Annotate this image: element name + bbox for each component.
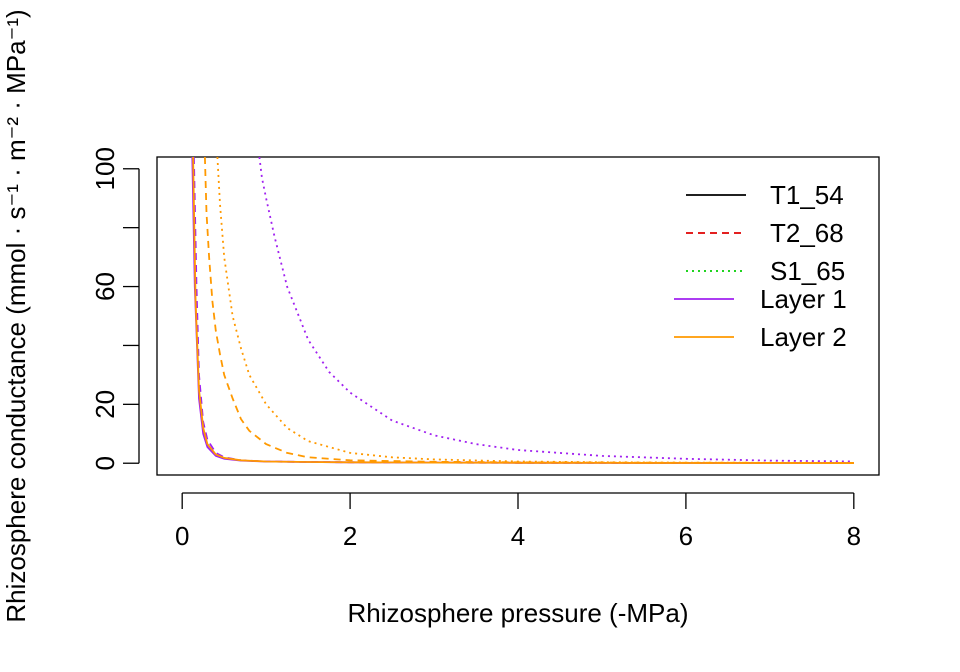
series-line-5 — [204, 157, 854, 464]
y-axis-label: Rhizosphere conductance (mmol · s⁻¹ · m⁻… — [1, 9, 31, 622]
y-tick-label: 60 — [90, 272, 120, 301]
x-axis-label: Rhizosphere pressure (-MPa) — [347, 598, 688, 628]
y-axis: 0 20 60 100 — [90, 147, 140, 470]
x-tick-label: 8 — [847, 521, 861, 551]
series-line-4 — [192, 157, 854, 464]
legend-label: T2_68 — [770, 218, 844, 248]
x-tick-label: 0 — [175, 521, 189, 551]
series-line-1 — [191, 157, 854, 464]
series-line-3 — [258, 157, 854, 463]
plot-box — [156, 156, 880, 476]
y-tick-label: 0 — [90, 456, 120, 470]
series-line-2 — [193, 157, 854, 464]
legend-label: Layer 2 — [760, 322, 847, 352]
x-tick-label: 2 — [343, 521, 357, 551]
legend-label: S1_65 — [770, 256, 845, 286]
x-tick-label: 6 — [679, 521, 693, 551]
series-line-6 — [216, 157, 854, 464]
legend-label: T1_54 — [770, 180, 844, 210]
series-layer — [191, 157, 854, 464]
x-tick-label: 4 — [511, 521, 525, 551]
x-axis: 0 2 4 6 8 — [175, 492, 861, 551]
y-tick-label: 20 — [90, 390, 120, 419]
legend-label: Layer 1 — [760, 284, 847, 314]
y-tick-label: 100 — [90, 147, 120, 190]
